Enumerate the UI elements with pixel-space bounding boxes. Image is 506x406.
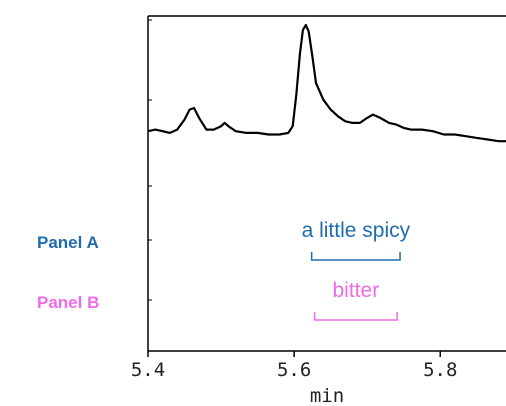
- y-axis-ticks: [148, 19, 152, 352]
- x-tick-label-1: 5.6: [277, 359, 311, 381]
- series-line-0: [147, 23, 506, 143]
- panel-bracket-0: [310, 252, 401, 261]
- x-axis-label: min: [310, 385, 344, 406]
- panel-label-1: Panel B: [37, 293, 99, 312]
- x-tick-label-2: 5.8: [423, 359, 457, 381]
- panel-layer: Panel A a little spicy Panel B bitter: [37, 219, 411, 321]
- series-layer: [147, 23, 506, 143]
- panel-annotation-1: bitter: [333, 279, 380, 302]
- panel-label-0: Panel A: [37, 233, 99, 252]
- panel-bracket-1: [313, 312, 398, 321]
- panel-annotation-0: a little spicy: [302, 219, 411, 242]
- x-axis-ticks: 5.4 5.6 5.8: [131, 351, 457, 381]
- x-tick-label-0: 5.4: [131, 359, 165, 381]
